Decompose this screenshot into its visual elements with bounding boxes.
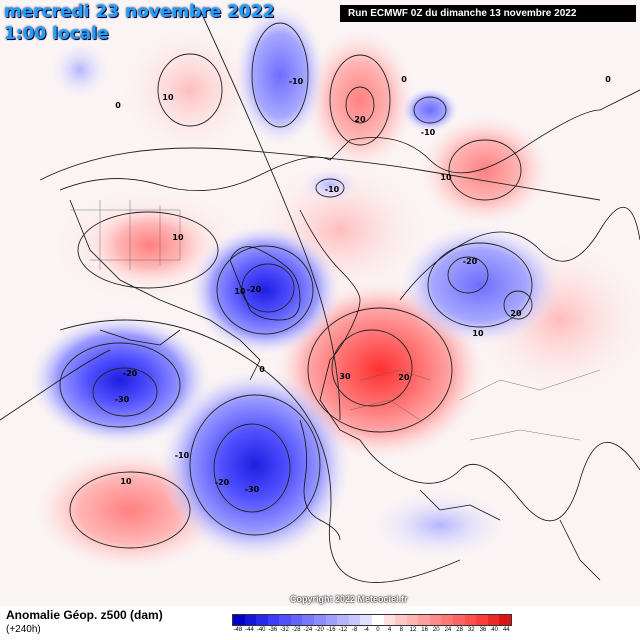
legend-tick: -40 bbox=[256, 627, 266, 633]
copyright-text: Copyright 2022 Meteociel.fr bbox=[290, 594, 408, 604]
legend-tick: 44 bbox=[502, 627, 510, 633]
legend-tick: 16 bbox=[421, 627, 428, 633]
legend-swatch bbox=[464, 615, 477, 625]
legend-swatch bbox=[290, 615, 303, 625]
legend-swatch bbox=[233, 615, 245, 625]
contour-label: 10 bbox=[172, 233, 184, 242]
legend-swatch bbox=[325, 615, 338, 625]
contour-label: -20 bbox=[463, 257, 478, 266]
legend-swatch bbox=[395, 615, 407, 625]
legend-tick: -44 bbox=[245, 627, 254, 633]
legend-tick: -48 bbox=[233, 627, 243, 633]
color-legend: -48 -44 -40 -36 -32 -28 -24 -20 -16 -12 -8 -4 0 4 8 12 1… bbox=[232, 614, 512, 638]
legend-tick: 20 bbox=[432, 627, 440, 633]
contour-label: 30 bbox=[339, 372, 351, 381]
contour-label: 10 bbox=[234, 287, 246, 296]
legend-tick: 40 bbox=[491, 627, 498, 633]
legend-swatch bbox=[314, 615, 326, 625]
legend-color-bar bbox=[232, 614, 512, 626]
contour-label: 10 bbox=[440, 173, 452, 182]
legend-ticks: -48 -44 -40 -36 -32 -28 -24 -20 -16 -12 -8 -4 0 4 8 12 1… bbox=[232, 627, 512, 633]
contour-label: -10 bbox=[325, 185, 340, 194]
contour-label: -10 bbox=[175, 451, 190, 460]
legend-tick: 32 bbox=[467, 627, 475, 633]
contour-label: -10 bbox=[289, 77, 304, 86]
legend-tick: -36 bbox=[268, 627, 278, 633]
contour-label: -20 bbox=[215, 478, 230, 487]
legend-swatch bbox=[441, 615, 453, 625]
legend-tick: 8 bbox=[399, 627, 403, 633]
contour-label: 20 bbox=[398, 373, 410, 382]
legend-swatch bbox=[429, 615, 442, 625]
field-title: Anomalie Géop. z500 (dam) bbox=[6, 608, 163, 622]
legend-swatch bbox=[406, 615, 419, 625]
contour-label: 0 bbox=[259, 365, 265, 374]
legend-tick: 28 bbox=[456, 627, 463, 633]
local-time-title: 1:00 locale bbox=[4, 24, 109, 44]
contour-label: -20 bbox=[123, 369, 138, 378]
legend-swatch bbox=[360, 615, 372, 625]
contour-label: 20 bbox=[354, 115, 366, 124]
legend-swatch bbox=[452, 615, 465, 625]
legend-swatch bbox=[383, 615, 396, 625]
legend-tick: -12 bbox=[338, 627, 348, 633]
legend-swatch bbox=[418, 615, 430, 625]
contour-label: 10 bbox=[162, 93, 174, 102]
legend-swatch bbox=[279, 615, 291, 625]
run-info-banner: Run ECMWF 0Z du dimanche 13 novembre 202… bbox=[340, 5, 636, 22]
contour-label: 0 bbox=[605, 75, 611, 84]
contour-label: 20 bbox=[510, 309, 522, 318]
borders bbox=[70, 200, 601, 441]
legend-swatch bbox=[244, 615, 257, 625]
legend-tick: 0 bbox=[376, 627, 380, 633]
legend-tick: -28 bbox=[291, 627, 301, 633]
contour-label: -20 bbox=[247, 285, 262, 294]
legend-swatch bbox=[499, 615, 511, 625]
legend-tick: -24 bbox=[303, 627, 313, 633]
legend-swatch bbox=[371, 615, 384, 625]
legend-swatch bbox=[476, 615, 488, 625]
forecast-hour: (+240h) bbox=[6, 624, 41, 635]
legend-tick: -4 bbox=[363, 627, 369, 633]
legend-swatch bbox=[348, 615, 361, 625]
legend-tick: 24 bbox=[444, 627, 452, 633]
legend-tick: 36 bbox=[479, 627, 487, 633]
legend-tick: -32 bbox=[280, 627, 289, 633]
contour-lines bbox=[39, 9, 601, 583]
contour-label: 0 bbox=[115, 101, 121, 110]
contour-label: 10 bbox=[120, 477, 132, 486]
legend-swatch bbox=[487, 615, 500, 625]
coastlines bbox=[0, 89, 640, 581]
legend-tick: -16 bbox=[326, 627, 336, 633]
legend-tick: 4 bbox=[387, 627, 392, 633]
legend-swatch bbox=[302, 615, 315, 625]
contour-label: -10 bbox=[421, 128, 436, 137]
valid-date-title: mercredi 23 novembre 2022 bbox=[4, 2, 275, 22]
legend-tick: -20 bbox=[315, 627, 324, 633]
contour-label: -30 bbox=[245, 485, 260, 494]
contour-label: 10 bbox=[472, 329, 484, 338]
contour-label: 0 bbox=[401, 75, 407, 84]
legend-swatch bbox=[256, 615, 268, 625]
legend-swatch bbox=[267, 615, 280, 625]
contour-label: -30 bbox=[115, 395, 130, 404]
legend-tick: 12 bbox=[409, 627, 417, 633]
legend-swatch bbox=[337, 615, 349, 625]
legend-tick: -8 bbox=[351, 627, 358, 633]
